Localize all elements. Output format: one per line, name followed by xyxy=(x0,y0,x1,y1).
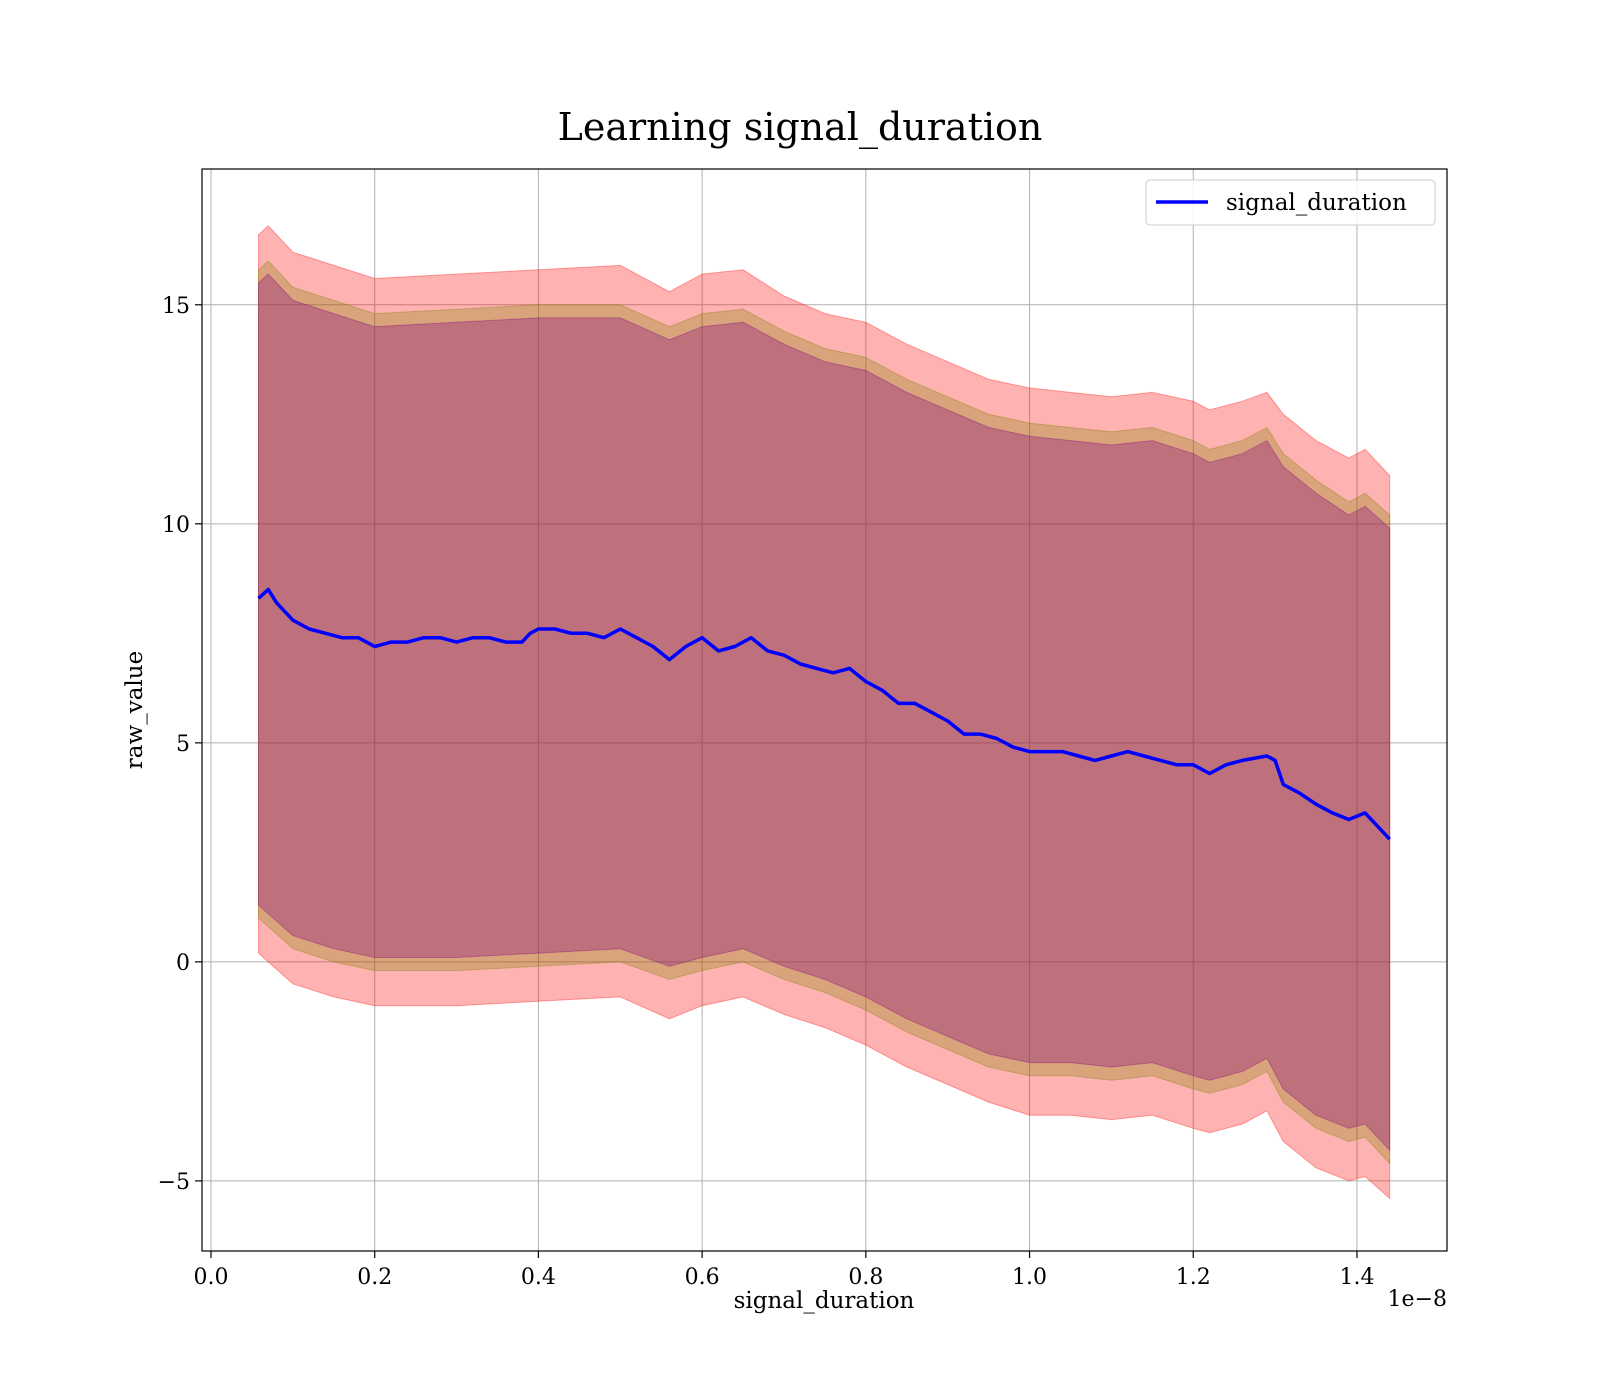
x-tick-label: 1.0 xyxy=(1012,1265,1047,1290)
plot-frame xyxy=(201,168,1448,1252)
x-tick-label: 0.2 xyxy=(357,1265,392,1290)
y-tick-label: 0 xyxy=(176,951,190,976)
series-lines xyxy=(257,587,1391,841)
y-tick-label: 15 xyxy=(162,294,190,319)
x-offset-label: 1e−8 xyxy=(1388,1287,1447,1312)
chart-title: Learning signal_duration xyxy=(558,105,1043,150)
legend-box xyxy=(1145,179,1436,226)
confidence-bands xyxy=(258,225,1391,1200)
x-tick-label: 0.0 xyxy=(194,1265,229,1290)
x-tick-label: 1.4 xyxy=(1339,1265,1374,1290)
y-tick-label: 5 xyxy=(176,732,190,757)
y-axis-label: raw_value xyxy=(122,651,148,769)
grid xyxy=(202,169,1447,1251)
band-inner_band xyxy=(258,273,1391,1152)
series-line-signal_duration xyxy=(257,587,1391,841)
x-tick-label: 0.6 xyxy=(685,1265,720,1290)
legend-label: signal_duration xyxy=(1226,190,1407,216)
legend: signal_duration xyxy=(1145,179,1436,226)
y-tick-label: 10 xyxy=(162,513,190,538)
band-middle_band xyxy=(258,260,1391,1165)
x-tick-label: 0.8 xyxy=(848,1265,883,1290)
y-tick-label: −5 xyxy=(158,1170,190,1195)
x-tick-label: 0.4 xyxy=(521,1265,556,1290)
x-tick-label: 1.2 xyxy=(1176,1265,1211,1290)
x-axis-label: signal_duration xyxy=(734,1288,915,1314)
axis-ticks: 0.0 0.2 0.4 0.6 0.8 1.0 1.2 1.4 −5 0 5 10 15 xyxy=(158,294,1375,1290)
band-outer_band xyxy=(258,225,1391,1200)
